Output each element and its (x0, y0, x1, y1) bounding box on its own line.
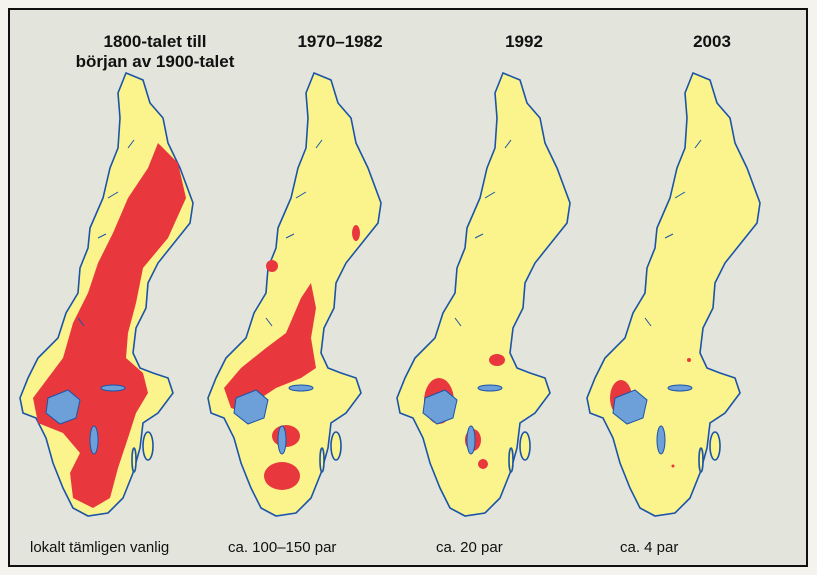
map (396, 72, 571, 517)
map-caption: ca. 100–150 par (228, 539, 336, 556)
map-title: 2003 (693, 32, 731, 51)
map-title: 1800-talet till (104, 32, 207, 51)
map-title: början av 1900-talet (76, 52, 235, 71)
map-caption: ca. 4 par (620, 539, 678, 556)
map (19, 72, 194, 517)
map (586, 72, 761, 517)
map (207, 72, 382, 517)
map-title: 1992 (505, 32, 543, 51)
map-caption: ca. 20 par (436, 539, 503, 556)
map-caption: lokalt tämligen vanlig (30, 539, 169, 556)
map-title: 1970–1982 (297, 32, 382, 51)
